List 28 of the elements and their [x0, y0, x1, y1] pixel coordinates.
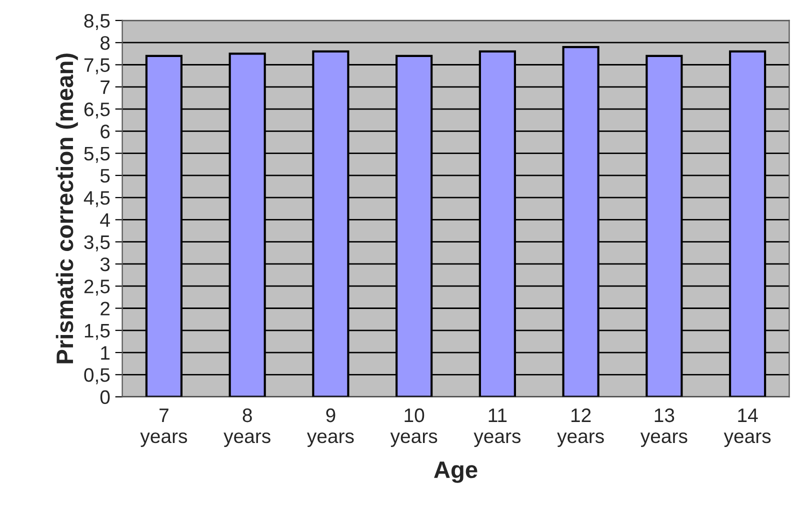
y-tick-label: 3,5	[84, 235, 110, 252]
x-tick-label: 13 years	[640, 408, 688, 447]
y-tick-label: 8	[100, 36, 110, 50]
x-tick-label: 8 years	[224, 408, 270, 447]
x-tick-label: 11 years	[474, 408, 521, 447]
y-tick-label: 4,5	[84, 191, 110, 208]
x-tick-label: 9 years	[306, 408, 354, 447]
y-axis-title: Prismatic correction (mean)	[56, 54, 78, 364]
x-tick-label: 12 years	[557, 408, 604, 447]
y-tick-label: 8,5	[84, 14, 110, 30]
x-tick-label: 10 years	[390, 408, 438, 447]
y-tick-label: 6,5	[84, 102, 110, 119]
y-tick-label: 2	[100, 302, 110, 316]
y-tick-label: 2,5	[84, 280, 110, 296]
x-tick-label: 14 years	[724, 408, 771, 447]
y-tick-label: 3	[100, 257, 110, 272]
y-tick-label: 1	[101, 346, 110, 360]
x-tick-label: 7 years	[140, 408, 188, 447]
y-tick-label: 5	[100, 169, 110, 183]
y-tick-label: 6	[100, 124, 110, 138]
y-tick-label: 7	[100, 80, 110, 94]
y-tick-label: 7,5	[84, 58, 110, 74]
y-tick-label: 0	[100, 390, 110, 404]
y-tick-label: 1,5	[84, 324, 110, 340]
y-tick-label: 4	[100, 213, 110, 227]
y-tick-label: 0,5	[84, 368, 110, 384]
x-axis-title: Age	[434, 462, 478, 483]
y-tick-label: 5,5	[84, 146, 110, 163]
